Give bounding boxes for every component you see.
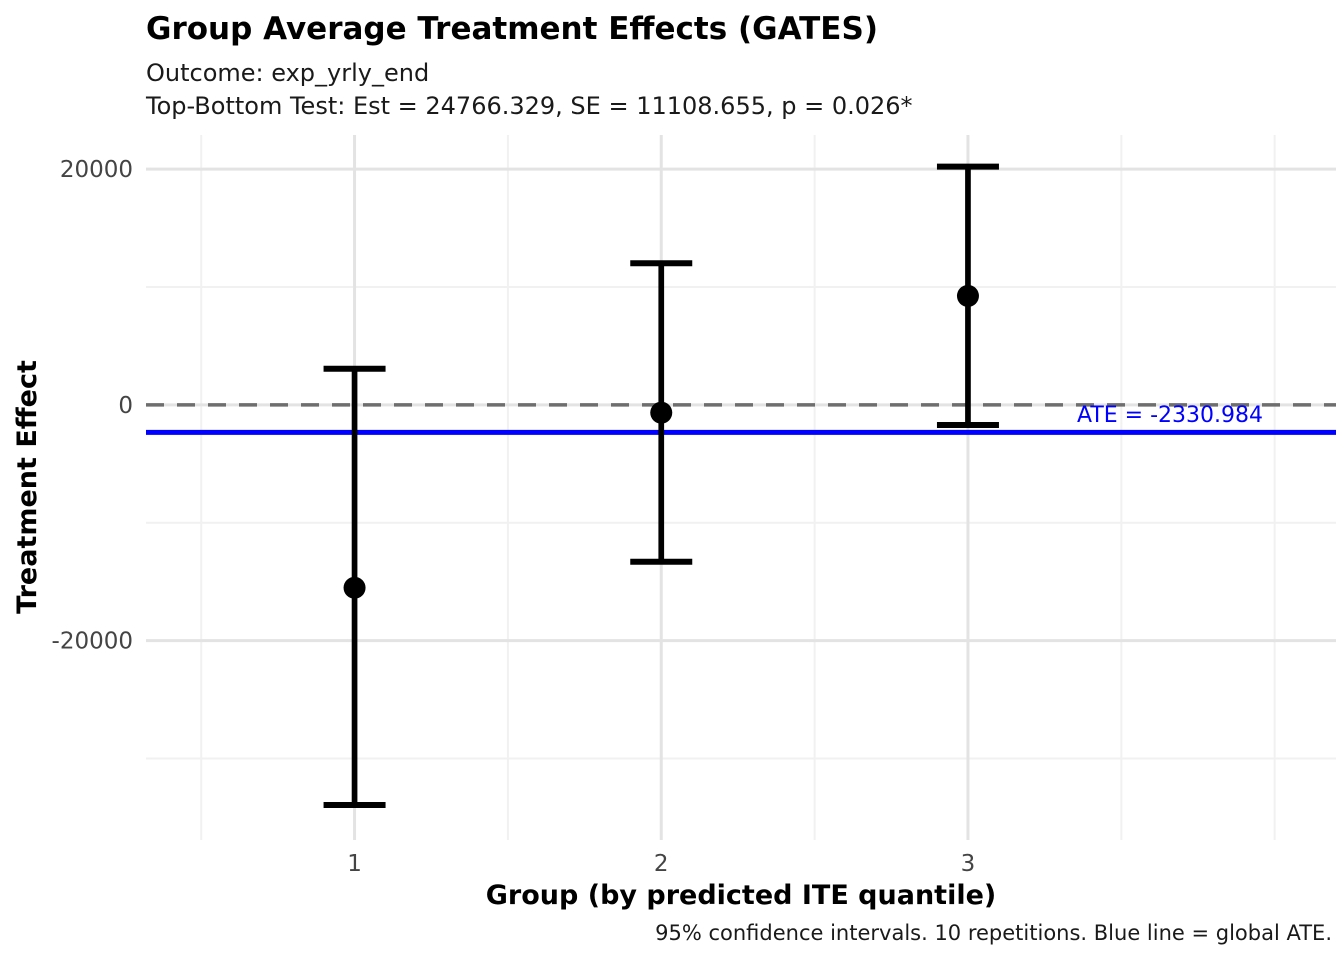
gate-point-estimate bbox=[956, 284, 979, 307]
gate-point-estimate bbox=[650, 401, 673, 424]
x-axis-title: Group (by predicted ITE quantile) bbox=[486, 880, 997, 911]
y-tick-label: -20000 bbox=[52, 629, 133, 655]
chart-subtitle-test: Top-Bottom Test: Est = 24766.329, SE = 1… bbox=[145, 92, 913, 120]
x-tick-label: 3 bbox=[961, 851, 976, 877]
ate-annotation: ATE = -2330.984 bbox=[1077, 403, 1263, 428]
chart-subtitle-outcome: Outcome: exp_yrly_end bbox=[146, 59, 429, 87]
gridlines-major bbox=[146, 135, 1336, 840]
x-tick-label: 1 bbox=[347, 851, 362, 877]
error-bars bbox=[323, 163, 999, 808]
axis-tick-labels: 20000 0 -20000 1 2 3 bbox=[52, 157, 976, 877]
y-tick-label: 20000 bbox=[60, 157, 133, 183]
chart-title: Group Average Treatment Effects (GATES) bbox=[146, 11, 878, 47]
gate-point-estimate bbox=[343, 576, 366, 599]
y-tick-label: 0 bbox=[118, 393, 133, 419]
y-axis-title: Treatment Effect bbox=[12, 360, 43, 614]
gridlines-minor bbox=[146, 135, 1336, 840]
x-tick-label: 2 bbox=[654, 851, 669, 877]
chart-caption: 95% confidence intervals. 10 repetitions… bbox=[655, 921, 1332, 945]
